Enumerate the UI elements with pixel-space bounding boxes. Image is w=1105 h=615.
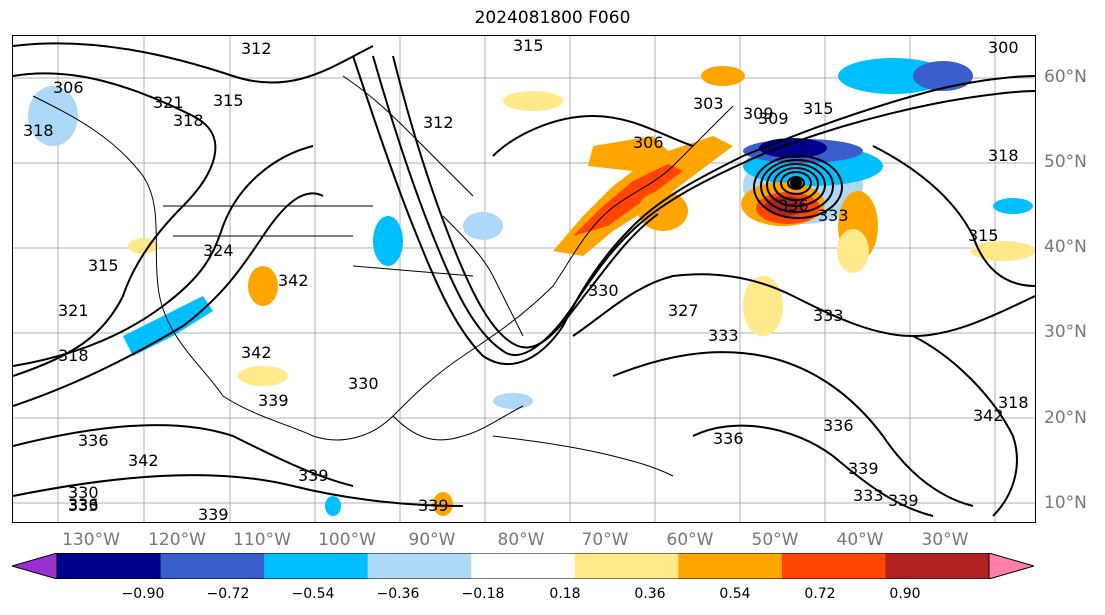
colorbar-tick: 0.36 [634, 586, 666, 602]
colorbar-tick: −0.36 [376, 586, 420, 602]
lon-label: 90°W [408, 530, 456, 550]
contour-lines [13, 42, 1035, 517]
colorbar-segment [264, 553, 369, 579]
contour-label: 336 [68, 495, 99, 514]
contour-label: 300 [988, 38, 1019, 57]
contour-label: 339 [848, 459, 879, 478]
lon-label: 80°W [497, 530, 545, 550]
contour-label: 342 [278, 271, 309, 290]
contour-label: 327 [668, 301, 699, 320]
contour-label: 333 [818, 206, 849, 225]
lat-label: 10°N [1044, 493, 1087, 513]
colorbar-segment [574, 553, 679, 579]
contour-label: 315 [88, 256, 119, 275]
lon-label: 50°W [751, 530, 799, 550]
contour-label: 333 [853, 486, 884, 505]
colorbar-tick: −0.54 [291, 586, 335, 602]
contour-label: 321 [153, 93, 184, 112]
contour-label: 339 [258, 391, 289, 410]
colorbar-segment [57, 553, 162, 579]
contour-label: 309 [758, 109, 789, 128]
contour-label: 339 [298, 466, 329, 485]
contour-label: 303 [693, 94, 724, 113]
contour-label: 339 [198, 505, 229, 522]
contour-labels: 312 315 318 306 309 300 303 306 309 312 … [23, 36, 1029, 522]
contour-label: 339 [418, 496, 449, 515]
contour-label: 330 [348, 374, 379, 393]
contour-label: 342 [241, 343, 272, 362]
colorbar-tick: 0.54 [719, 586, 751, 602]
contour-label: 306 [53, 78, 84, 97]
contour-label: 342 [973, 406, 1004, 425]
contour-label: 336 [713, 429, 744, 448]
lon-label: 130°W [62, 530, 120, 550]
contour-label: 336 [78, 431, 109, 450]
lat-label: 50°N [1044, 152, 1087, 172]
colorbar-tick: −0.18 [461, 586, 505, 602]
colorbar-tick: −0.90 [121, 586, 165, 602]
colorbar [12, 553, 1034, 579]
colorbar-extend-min [12, 553, 58, 579]
contour-label: 318 [988, 146, 1019, 165]
colorbar-tick: 0.72 [804, 586, 836, 602]
lon-label: 40°W [836, 530, 884, 550]
colorbar-tick: −0.72 [206, 586, 250, 602]
contour-label: 315 [803, 99, 834, 118]
contour-label: 315 [513, 36, 544, 55]
contour-label: 330 [68, 483, 99, 502]
contour-label: 315 [213, 91, 244, 110]
lat-label: 60°N [1044, 67, 1087, 87]
colorbar-segment [885, 553, 990, 579]
colorbar-segment [367, 553, 472, 579]
colorbar-extend-max [988, 553, 1034, 579]
lon-label: 60°W [666, 530, 714, 550]
contour-label: 318 [173, 111, 204, 130]
contour-label: 318 [58, 346, 89, 365]
colorbar-segments [12, 553, 1034, 579]
contour-label: 318 [998, 393, 1029, 412]
cyclone-contours [753, 155, 843, 219]
colorbar-border [56, 553, 990, 579]
contour-label: 306 [633, 133, 664, 152]
colorbar-tick: 0.90 [889, 586, 921, 602]
lon-label: 100°W [318, 530, 376, 550]
colorbar-segment [678, 553, 783, 579]
colorbar-segment [471, 553, 576, 579]
contour-label: 333 [708, 326, 739, 345]
lon-label: 70°W [581, 530, 629, 550]
contour-label: 333 [813, 306, 844, 325]
contour-label: 309 [743, 104, 774, 123]
contour-label: 330 [588, 281, 619, 300]
contour-label: 339 [888, 491, 919, 510]
contour-label: 324 [203, 241, 234, 260]
contour-label: 336 [778, 196, 809, 215]
map-title: 2024081800 F060 [474, 8, 631, 28]
lat-label: 20°N [1044, 408, 1087, 428]
contour-label: 312 [423, 113, 454, 132]
contour-label: 336 [823, 416, 854, 435]
lat-label: 30°N [1044, 322, 1087, 342]
colorbar-segment [160, 553, 265, 579]
contour-label: 312 [241, 39, 272, 58]
contour-label: 315 [968, 226, 999, 245]
contour-label: 318 [23, 121, 54, 140]
lon-label: 30°W [921, 530, 969, 550]
map-svg: 312 315 318 306 309 300 303 306 309 312 … [13, 36, 1035, 522]
lon-label: 110°W [233, 530, 291, 550]
lon-label: 120°W [148, 530, 206, 550]
contour-label: 333 [68, 496, 99, 515]
contour-label: 321 [58, 301, 89, 320]
lat-label: 40°N [1044, 237, 1087, 257]
contour-label: 342 [128, 451, 159, 470]
colorbar-tick: 0.18 [549, 586, 581, 602]
cyclone-center-dot [790, 177, 802, 189]
map-panel: 312 315 318 306 309 300 303 306 309 312 … [12, 35, 1036, 523]
colorbar-segment [781, 553, 886, 579]
coastlines [32, 75, 734, 477]
